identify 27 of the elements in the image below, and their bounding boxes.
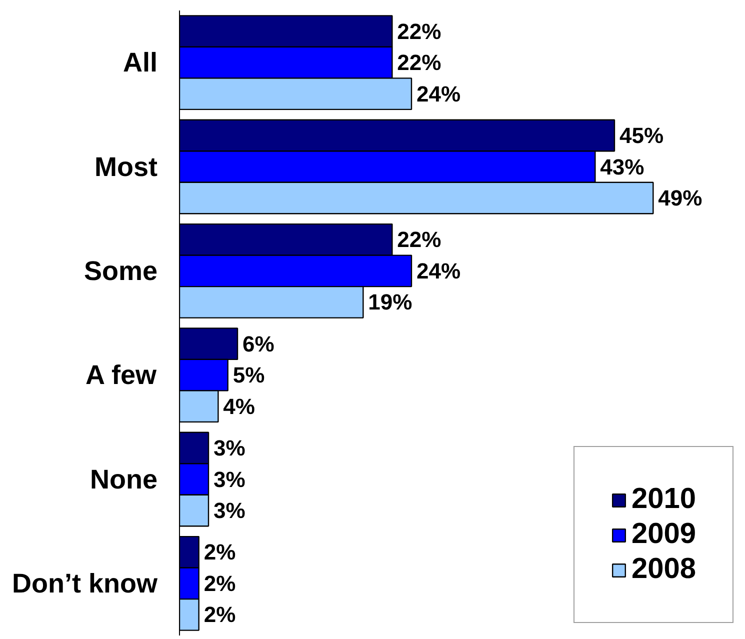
data-label: 19% (368, 290, 412, 315)
data-label: 2% (204, 570, 236, 596)
data-label: 3% (214, 466, 246, 492)
data-label: 22% (397, 227, 442, 252)
data-label: 24% (416, 81, 461, 106)
data-label: 3% (214, 436, 246, 460)
data-label: 22% (397, 50, 442, 76)
data-label: 2% (204, 602, 236, 628)
data-label: 45% (619, 123, 664, 148)
y-tick-label: None (90, 464, 158, 494)
data-label: 43% (600, 154, 644, 180)
data-label: 24% (416, 258, 461, 284)
y-tick-label: Don’t know (12, 568, 158, 598)
legend-label: 2010 (631, 483, 696, 516)
data-label: 5% (232, 362, 265, 388)
data-label: 2% (204, 540, 236, 565)
legend-label: 2009 (631, 518, 696, 551)
y-tick-label: A few (85, 360, 158, 390)
data-label: 4% (223, 394, 255, 419)
y-tick-label: Most (94, 152, 158, 182)
data-label: 3% (214, 498, 246, 523)
data-label: 49% (658, 186, 702, 210)
y-tick-label: Some (84, 256, 158, 286)
y-tick-label: All (123, 48, 158, 78)
legend-label: 2008 (631, 553, 696, 586)
data-label: 22% (397, 18, 442, 44)
data-label: 6% (242, 331, 274, 356)
